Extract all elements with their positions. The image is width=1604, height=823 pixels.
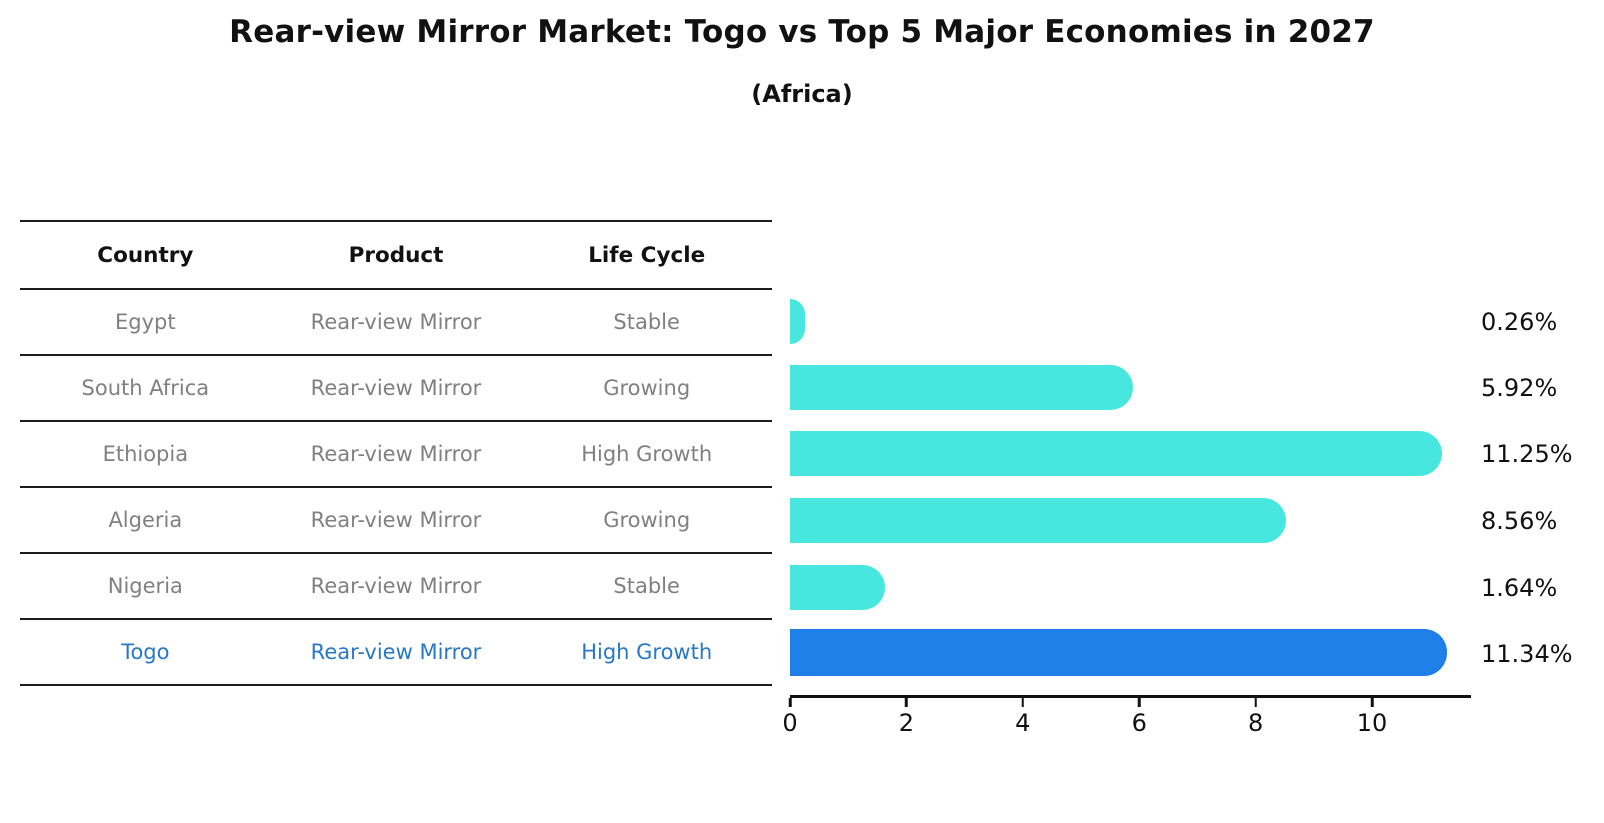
cell-country: Egypt [115, 310, 176, 334]
cell-country: Nigeria [107, 574, 183, 598]
x-axis-tick [1137, 697, 1141, 707]
table-row-ethiopia: Ethiopia Rear-view Mirror High Growth [20, 422, 772, 488]
x-axis-tick-label: 10 [1356, 709, 1388, 737]
cell-product: Rear-view Mirror [310, 640, 482, 664]
cell-country: Algeria [108, 508, 183, 532]
x-axis-tick-label: 6 [1131, 709, 1147, 737]
table-row-egypt: Egypt Rear-view Mirror Stable [20, 290, 772, 356]
value-label-algeria: 8.56% [1481, 507, 1558, 535]
table-row-togo: Togo Rear-view Mirror High Growth [20, 620, 772, 686]
market-table: Country Product Life Cycle Egypt Rear-vi… [20, 220, 772, 686]
value-label-togo: 11.34% [1481, 640, 1573, 668]
x-axis-tick-label: 0 [782, 709, 798, 737]
x-axis-tick [1370, 697, 1374, 707]
page-title: Rear-view Mirror Market: Togo vs Top 5 M… [229, 14, 1375, 50]
value-label-nigeria: 1.64% [1481, 574, 1558, 602]
table-header-row: Country Product Life Cycle [20, 222, 772, 290]
bar-ethiopia [790, 431, 1442, 476]
value-label-south-africa: 5.92% [1481, 374, 1558, 402]
x-axis-tick [1254, 697, 1257, 707]
cell-product: Rear-view Mirror [310, 310, 482, 334]
cell-country: Togo [121, 640, 170, 664]
cell-life-cycle: High Growth [581, 442, 713, 466]
cell-product: Rear-view Mirror [310, 508, 482, 532]
x-axis-tick-label: 2 [898, 709, 915, 737]
column-header-country: Country [97, 242, 194, 268]
bar-algeria [790, 498, 1287, 543]
cell-product: Rear-view Mirror [310, 376, 482, 400]
x-axis-tick-label: 4 [1015, 709, 1031, 737]
x-axis-tick [905, 697, 908, 707]
cell-life-cycle: Stable [613, 574, 680, 598]
bar-togo [790, 629, 1448, 676]
cell-life-cycle: High Growth [581, 640, 713, 664]
x-axis-tick [1021, 697, 1025, 707]
cell-country: South Africa [81, 376, 210, 400]
bar-nigeria [790, 565, 886, 610]
column-header-product: Product [348, 242, 444, 268]
x-axis-tick-label: 8 [1248, 709, 1264, 737]
cell-life-cycle: Growing [603, 508, 691, 532]
cell-life-cycle: Growing [603, 376, 691, 400]
cell-product: Rear-view Mirror [310, 574, 482, 598]
x-axis-tick [788, 697, 792, 707]
x-axis-line [790, 695, 1471, 698]
value-label-egypt: 0.26% [1481, 308, 1558, 336]
column-header-life-cycle: Life Cycle [588, 242, 706, 268]
table-row-south-africa: South Africa Rear-view Mirror Growing [20, 356, 772, 422]
bar-plot-area [790, 222, 1468, 695]
bar-south-africa [790, 365, 1134, 410]
table-row-algeria: Algeria Rear-view Mirror Growing [20, 488, 772, 554]
cell-life-cycle: Stable [613, 310, 680, 334]
value-label-ethiopia: 11.25% [1481, 440, 1573, 468]
cell-country: Ethiopia [102, 442, 189, 466]
cell-product: Rear-view Mirror [310, 442, 482, 466]
table-row-nigeria: Nigeria Rear-view Mirror Stable [20, 554, 772, 620]
bar-egypt [790, 299, 806, 344]
page-subtitle: (Africa) [751, 80, 853, 108]
